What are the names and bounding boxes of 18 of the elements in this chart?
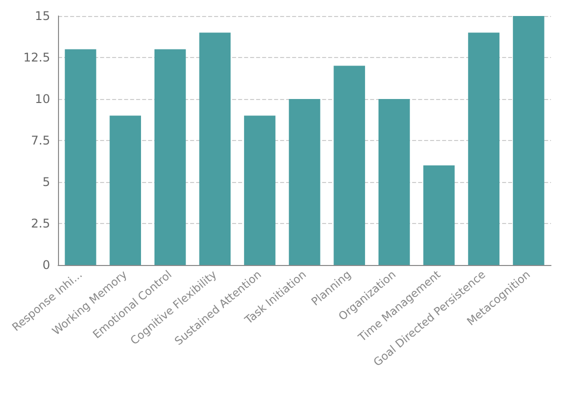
y-tick-label: 15 [34,9,50,23]
bar [378,99,410,265]
y-tick-label: 12.5 [23,50,50,64]
bar [64,49,96,265]
y-tick-label: 5 [42,175,50,189]
bar [199,32,231,265]
bar [288,99,320,265]
bar [423,165,455,265]
bar [154,49,186,265]
bar [244,116,276,265]
y-tick-label: 7.5 [31,134,50,148]
y-tick-label: 0 [42,258,50,272]
y-tick-label: 2.5 [31,216,50,230]
bar [110,116,142,265]
y-tick-label: 10 [34,92,50,106]
bar [334,66,366,265]
bar [468,32,500,265]
bar [512,16,544,265]
